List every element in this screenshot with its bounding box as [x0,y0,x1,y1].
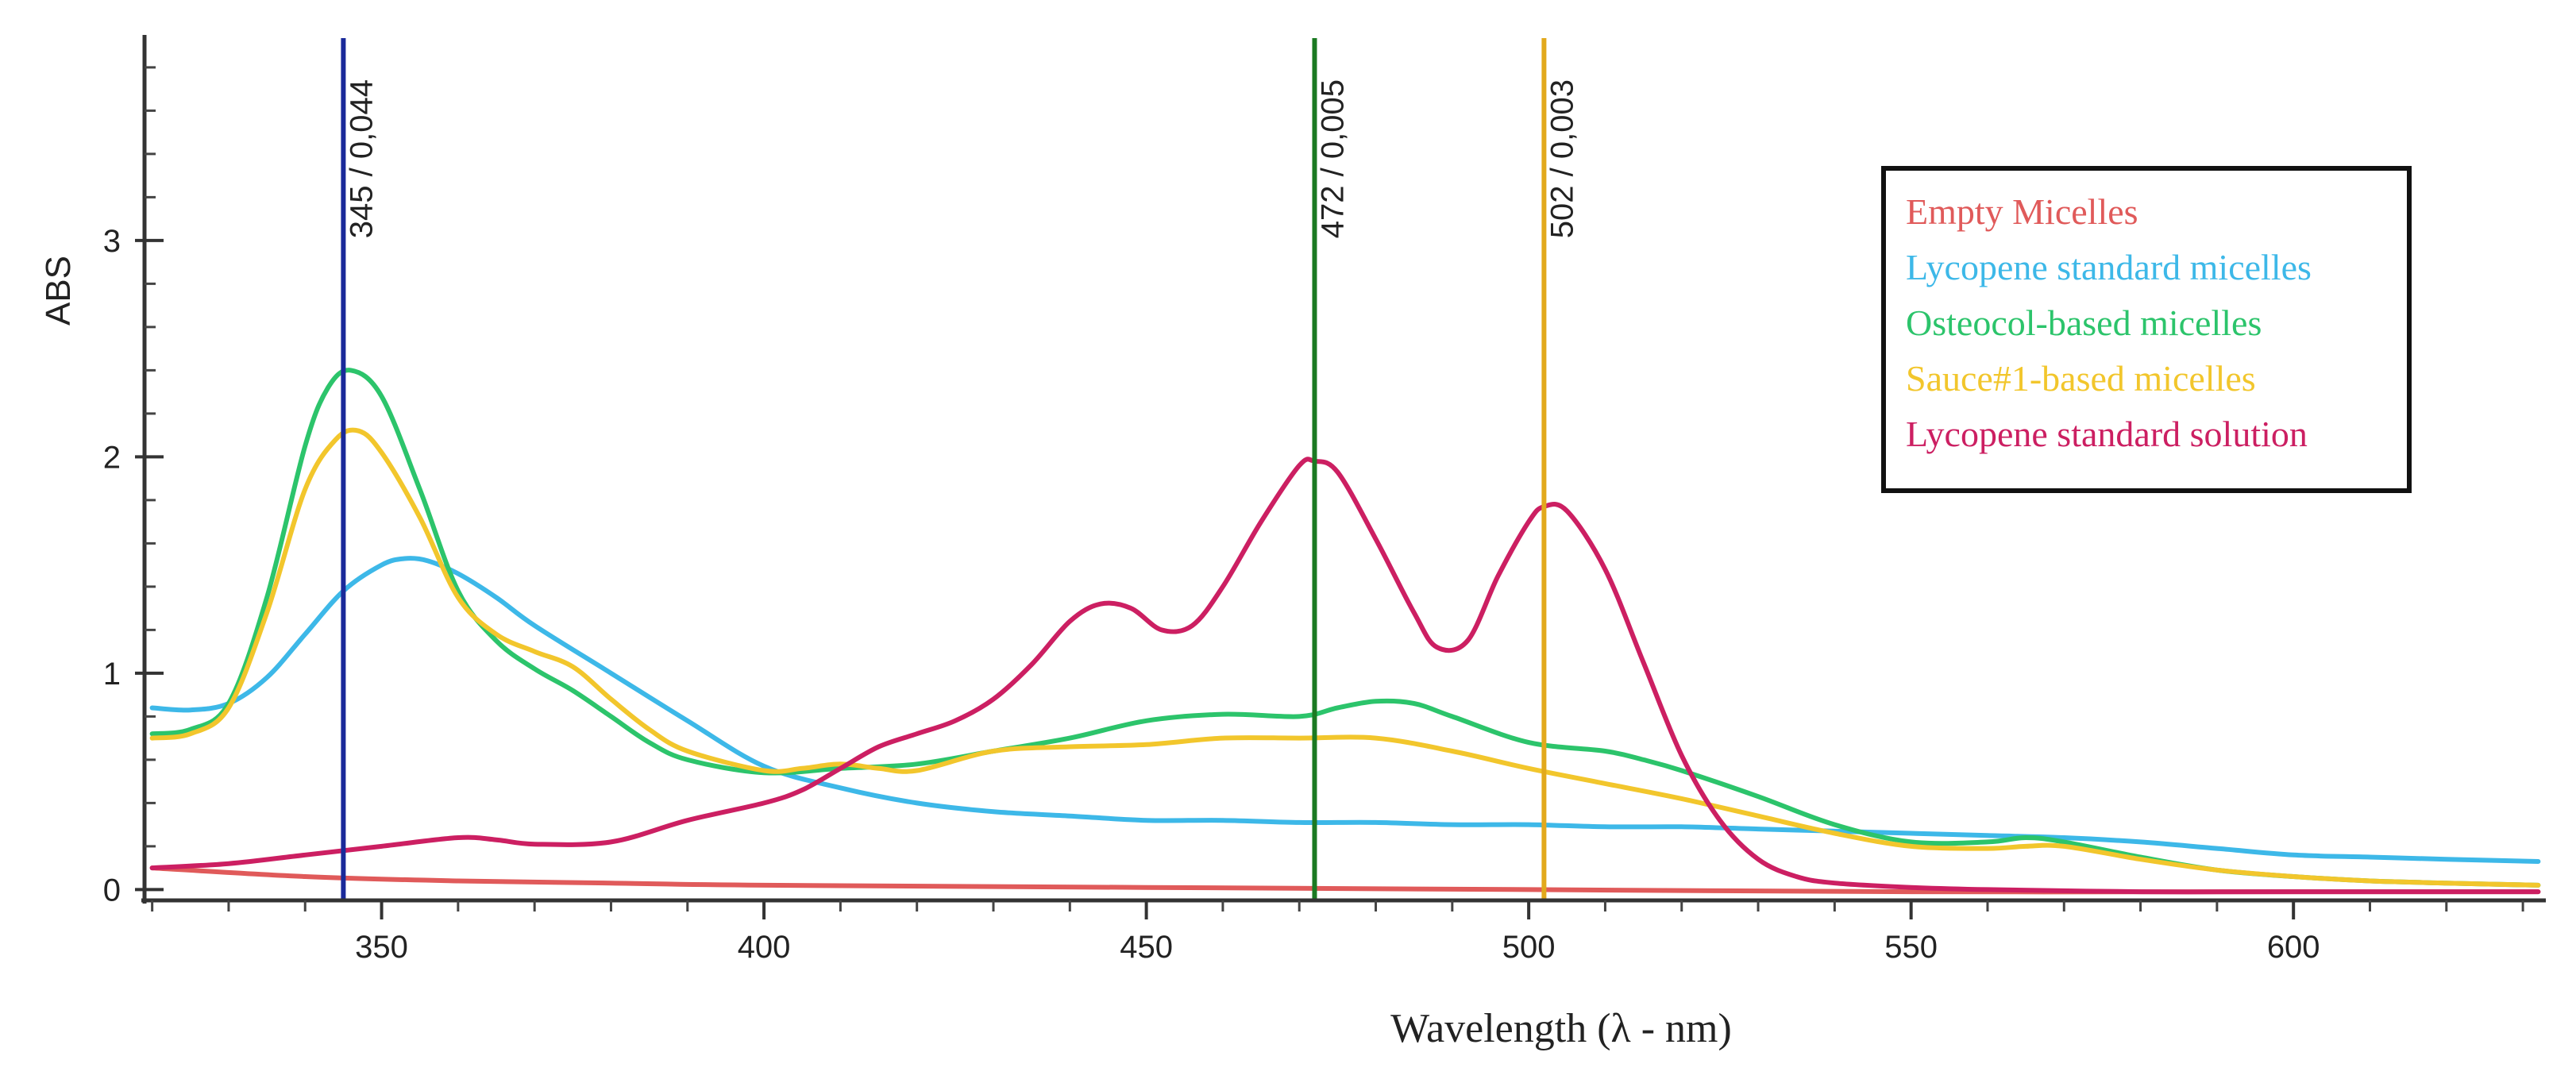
legend-items: Empty Micelles Lycopene standard micelles… [1906,191,2312,454]
y-axis-title: ABS [39,256,78,326]
x-tick-label: 450 [1120,930,1173,965]
x-tick-label: 600 [2267,930,2320,965]
x-tick-label: 550 [1884,930,1938,965]
y-tick-label: 2 [103,440,121,475]
series-line-lycopene-standard-solution [149,457,2541,895]
legend: Empty Micelles Lycopene standard micelles… [1881,166,2412,493]
legend-entry: Lycopene standard solution [1906,414,2308,454]
x-axis-title: Wavelength (λ - nm) [1390,1006,1732,1051]
marker-layer: 345 / 0,044 472 / 0,005 502 / 0,003 [341,38,1579,900]
marker-label: 472 / 0,005 [1315,79,1350,238]
y-tick-label: 1 [103,657,121,692]
legend-entry: Osteocol-based micelles [1906,303,2262,343]
series-layer [149,368,2541,895]
legend-entry: Sauce#1-based micelles [1906,358,2256,399]
y-tick-label: 3 [103,224,121,259]
x-tick-label: 350 [355,930,408,965]
legend-box [1881,166,2412,493]
x-tick-label: 500 [1502,930,1556,965]
x-tick-label: 400 [738,930,791,965]
marker-label: 345 / 0,044 [344,79,379,238]
marker-label: 502 / 0,003 [1544,79,1579,238]
legend-entry: Lycopene standard micelles [1906,247,2312,287]
series-line-lycopene-standard-micelles [149,556,2541,864]
axes-layer: 0 1 2 3 350 400 450 500 550 600 [103,35,2546,965]
y-tick-label: 0 [103,873,121,908]
series-line-sauce-1-based-micelles [149,427,2541,888]
legend-entry: Empty Micelles [1906,191,2138,232]
series-line-osteocol-based-micelles [149,368,2541,888]
